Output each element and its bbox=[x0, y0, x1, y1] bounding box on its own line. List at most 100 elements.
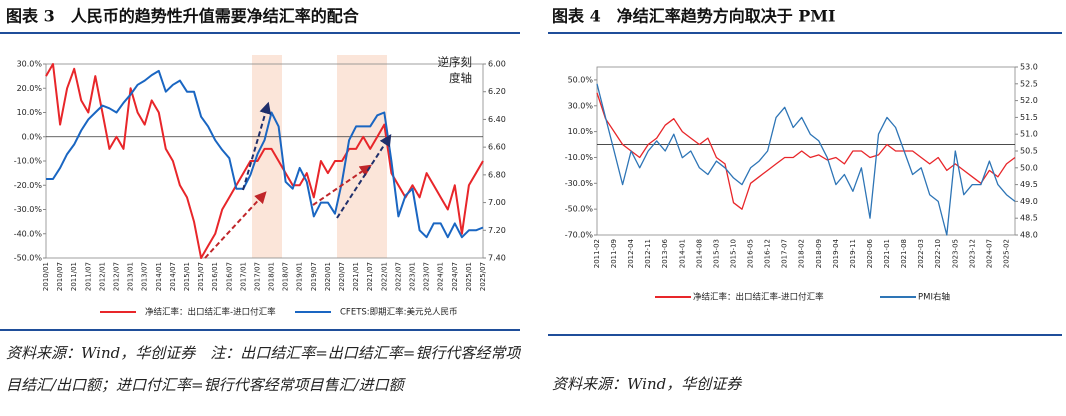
y-tick-label: -30.0% bbox=[565, 179, 594, 188]
y2-tick-label: 48.0 bbox=[1020, 231, 1038, 240]
y2-tick-label: 7.00 bbox=[488, 198, 506, 207]
legend-label: CFETS:即期汇率:美元兑人民币 bbox=[340, 307, 458, 318]
x-tick-label: 2010/07 bbox=[56, 262, 64, 291]
y2-tick-label: 7.20 bbox=[488, 226, 506, 235]
x-tick-label: 2025/01 bbox=[465, 262, 473, 291]
y-tick-label: 30.0% bbox=[17, 60, 43, 69]
x-tick-label: 2014-01 bbox=[678, 239, 686, 268]
y2-tick-label: 51.5 bbox=[1020, 113, 1038, 122]
y2-tick-label: 48.5 bbox=[1020, 214, 1038, 223]
x-tick-label: 2013/01 bbox=[127, 262, 135, 291]
source-note: 资料来源：Wind，华创证券 bbox=[552, 375, 742, 393]
axis-note: 逆序刻度轴 bbox=[437, 55, 473, 85]
x-tick-label: 2025/07 bbox=[479, 262, 487, 291]
x-tick-label: 2015-03 bbox=[712, 239, 720, 268]
trend-arrow bbox=[312, 164, 372, 206]
x-tick-label: 2020-06 bbox=[866, 238, 874, 268]
x-tick-label: 2017/01 bbox=[239, 262, 247, 291]
y-tick-label: -50.0% bbox=[565, 205, 594, 214]
x-tick-label: 2024-07 bbox=[985, 239, 993, 268]
y2-tick-label: 6.80 bbox=[488, 170, 506, 179]
y-tick-label: -50.0% bbox=[14, 254, 43, 263]
x-tick-label: 2014-08 bbox=[695, 239, 703, 268]
plot-frame bbox=[596, 66, 1016, 236]
x-tick-label: 2021-01 bbox=[883, 239, 891, 268]
x-tick-label: 2013/07 bbox=[141, 262, 149, 291]
legend-label: PMI右轴 bbox=[918, 292, 950, 303]
y2-tick-label: 50.5 bbox=[1020, 147, 1038, 156]
x-tick-label: 2011-09 bbox=[610, 239, 618, 268]
x-tick-label: 2022-03 bbox=[917, 239, 925, 268]
legend-label: 净结汇率：出口结汇率-进口付汇率 bbox=[145, 307, 276, 318]
y-tick-label: 30.0% bbox=[568, 101, 594, 110]
y-tick-label: 50.0% bbox=[568, 75, 594, 84]
x-tick-label: 2022/07 bbox=[394, 262, 402, 291]
x-tick-label: 2022-10 bbox=[934, 239, 942, 268]
series-line bbox=[46, 69, 484, 239]
x-tick-label: 2012-11 bbox=[644, 239, 652, 268]
trend-arrow bbox=[204, 191, 267, 259]
chart-title: 图表 3 人民币的趋势性升值需要净结汇率的配合 bbox=[6, 7, 360, 26]
y-tick-label: -40.0% bbox=[14, 229, 43, 238]
x-tick-label: 2016-12 bbox=[764, 239, 772, 268]
x-tick-label: 2012-04 bbox=[627, 238, 635, 268]
x-tick-label: 2012/01 bbox=[98, 262, 106, 291]
x-tick-label: 2010/01 bbox=[42, 262, 50, 291]
x-tick-label: 2024/07 bbox=[451, 262, 459, 291]
trend-arrow bbox=[242, 101, 272, 191]
y2-tick-label: 52.0 bbox=[1020, 96, 1038, 105]
series-line bbox=[596, 83, 1016, 236]
y-tick-label: 10.0% bbox=[568, 127, 594, 136]
y2-tick-label: 53.0 bbox=[1020, 63, 1038, 72]
y2-tick-label: 50.0 bbox=[1020, 163, 1038, 172]
x-tick-label: 2011/07 bbox=[84, 262, 92, 291]
y-tick-label: -10.0% bbox=[565, 153, 594, 162]
y-tick-label: -70.0% bbox=[565, 231, 594, 240]
y2-tick-label: 6.60 bbox=[488, 143, 506, 152]
x-tick-label: 2015/07 bbox=[197, 262, 205, 291]
y2-tick-label: 52.5 bbox=[1020, 79, 1038, 88]
x-tick-label: 2013-06 bbox=[661, 238, 669, 268]
x-tick-label: 2016/07 bbox=[225, 262, 233, 291]
y-tick-label: 20.0% bbox=[17, 84, 43, 93]
x-tick-label: 2023/01 bbox=[409, 262, 417, 291]
x-tick-label: 2019/01 bbox=[296, 262, 304, 291]
x-tick-label: 2015-10 bbox=[729, 239, 737, 268]
legend-label: 净结汇率：出口结汇率-进口付汇率 bbox=[693, 292, 824, 303]
arrows bbox=[204, 101, 392, 259]
x-tick-label: 2017-07 bbox=[781, 239, 789, 268]
x-tick-label: 2021/01 bbox=[352, 262, 360, 291]
x-tick-label: 2020/01 bbox=[324, 262, 332, 291]
y2-tick-label: 6.00 bbox=[488, 60, 506, 69]
y-tick-label: -10.0% bbox=[14, 157, 43, 166]
x-tick-label: 2019-11 bbox=[849, 239, 857, 268]
y-tick-label: -30.0% bbox=[14, 205, 43, 214]
x-tick-label: 2012/07 bbox=[112, 262, 120, 291]
y2-tick-label: 49.5 bbox=[1020, 180, 1038, 189]
x-tick-label: 2011/01 bbox=[70, 262, 78, 291]
x-tick-label: 2023-05 bbox=[951, 239, 959, 268]
source-note: 资料来源：Wind，华创证券 注：出口结汇率=出口结汇率=银行代客经常项目结汇/… bbox=[6, 344, 521, 394]
x-tick-label: 2018/01 bbox=[268, 262, 276, 291]
y2-tick-label: 6.20 bbox=[488, 87, 506, 96]
x-tick-label: 2023-12 bbox=[968, 239, 976, 268]
x-tick-label: 2019/07 bbox=[310, 262, 318, 291]
x-tick-label: 2025-02 bbox=[1002, 239, 1010, 268]
x-tick-label: 2021-08 bbox=[900, 239, 908, 268]
x-tick-label: 2023/07 bbox=[423, 262, 431, 291]
x-tick-label: 2018-02 bbox=[798, 239, 806, 268]
x-tick-label: 2022/01 bbox=[380, 262, 388, 291]
trend-arrow bbox=[336, 133, 392, 219]
series-line bbox=[596, 92, 1016, 210]
series-line bbox=[45, 63, 484, 259]
y2-tick-label: 6.40 bbox=[488, 115, 506, 124]
x-tick-label: 2014/01 bbox=[155, 262, 163, 291]
x-tick-label: 2020/07 bbox=[338, 262, 346, 291]
x-tick-label: 2014/07 bbox=[169, 262, 177, 291]
chart-title: 图表 4 净结汇率趋势方向取决于 PMI bbox=[552, 7, 836, 26]
y2-tick-label: 7.40 bbox=[488, 254, 506, 263]
x-tick-label: 2019-04 bbox=[832, 238, 840, 268]
y-tick-label: 0.0% bbox=[22, 132, 43, 141]
